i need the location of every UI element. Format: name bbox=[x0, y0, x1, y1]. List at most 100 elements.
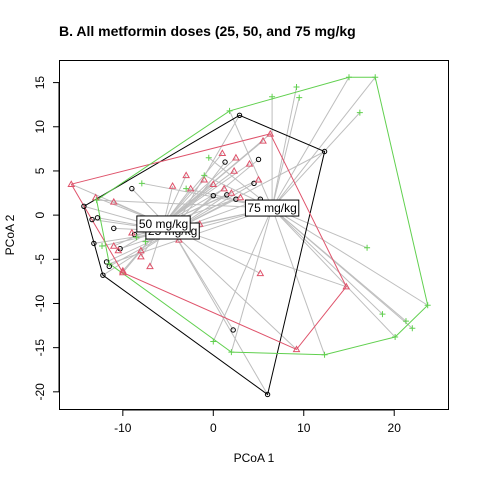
point-0-3 bbox=[91, 240, 97, 247]
spoke-2-20 bbox=[96, 199, 273, 209]
point-1-11 bbox=[168, 181, 177, 189]
point-2-4 bbox=[345, 74, 352, 81]
point-0-15 bbox=[210, 192, 216, 199]
point-0-1 bbox=[89, 216, 95, 223]
spoke-2-11 bbox=[271, 207, 383, 315]
spoke-2-2 bbox=[271, 86, 298, 209]
point-0-0 bbox=[81, 203, 87, 209]
x-axis-label: PCoA 1 bbox=[234, 451, 275, 465]
point-1-23 bbox=[236, 193, 245, 201]
point-0-8 bbox=[129, 185, 135, 192]
point-1-3 bbox=[109, 242, 118, 249]
point-2-3 bbox=[296, 94, 303, 101]
point-1-6 bbox=[128, 228, 136, 236]
point-1-27 bbox=[256, 269, 265, 277]
spoke-2-0 bbox=[229, 110, 273, 209]
spoke-2-6 bbox=[271, 112, 361, 209]
point-1-16 bbox=[200, 175, 209, 183]
y-tick-label-1: -15 bbox=[33, 339, 47, 357]
point-1-8 bbox=[146, 262, 154, 270]
point-2-10 bbox=[392, 334, 399, 341]
y-tick-label-7: 15 bbox=[33, 76, 47, 90]
point-0-21 bbox=[251, 180, 257, 187]
point-1-18 bbox=[218, 149, 227, 157]
centroid-label-2: 75 mg/kg bbox=[244, 199, 300, 217]
spoke-2-7 bbox=[271, 207, 428, 306]
x-tick-label-0: -10 bbox=[114, 421, 132, 435]
spoke-1-22 bbox=[163, 157, 237, 225]
point-2-12 bbox=[364, 244, 371, 251]
hull-0 bbox=[83, 114, 326, 396]
spoke-2-10 bbox=[271, 207, 396, 338]
point-1-14 bbox=[186, 184, 195, 192]
x-tick-label-1: 0 bbox=[210, 421, 217, 435]
point-2-19 bbox=[205, 154, 212, 161]
point-1-19 bbox=[220, 184, 229, 192]
point-1-20 bbox=[227, 189, 236, 196]
point-1-22 bbox=[232, 153, 240, 161]
point-0-26 bbox=[100, 272, 106, 278]
y-tick-label-4: 0 bbox=[33, 211, 47, 218]
point-1-0 bbox=[67, 180, 76, 187]
point-2-23 bbox=[142, 238, 149, 245]
point-1-32 bbox=[137, 246, 145, 254]
point-1-5 bbox=[118, 266, 127, 274]
point-1-25 bbox=[254, 175, 263, 183]
point-1-21 bbox=[230, 166, 238, 174]
spoke-2-15 bbox=[212, 207, 273, 342]
point-2-22 bbox=[133, 234, 140, 241]
centroid-label-text-1: 50 mg/kg bbox=[139, 217, 188, 231]
y-tick-label-3: -5 bbox=[33, 254, 47, 265]
spoke-1-29 bbox=[163, 223, 297, 350]
point-2-9 bbox=[402, 318, 409, 325]
point-2-1 bbox=[269, 93, 276, 100]
point-0-22 bbox=[255, 156, 262, 163]
point-0-2 bbox=[94, 215, 101, 221]
x-tick-label-2: 10 bbox=[297, 421, 311, 435]
hull-1 bbox=[70, 133, 347, 351]
point-2-7 bbox=[424, 302, 431, 309]
point-2-2 bbox=[293, 84, 300, 91]
spoke-2-9 bbox=[271, 207, 407, 322]
point-2-5 bbox=[372, 74, 379, 81]
chart-title: B. All metformin doses (25, 50, and 75 m… bbox=[59, 23, 356, 39]
point-0-19 bbox=[230, 327, 236, 333]
point-1-4 bbox=[114, 246, 123, 254]
point-2-0 bbox=[226, 107, 233, 114]
point-2-15 bbox=[210, 338, 217, 345]
point-1-2 bbox=[109, 197, 118, 205]
hull-2 bbox=[96, 76, 429, 356]
point-1-13 bbox=[182, 171, 191, 179]
point-2-8 bbox=[409, 325, 416, 332]
y-tick-label-2: -10 bbox=[33, 294, 47, 312]
point-0-24 bbox=[264, 391, 271, 398]
spoke-0-24 bbox=[172, 230, 269, 395]
spoke-2-3 bbox=[271, 97, 300, 209]
point-0-20 bbox=[236, 112, 243, 118]
point-2-14 bbox=[228, 349, 235, 356]
centroid-label-box-2 bbox=[244, 199, 300, 217]
spoke-1-21 bbox=[163, 170, 235, 225]
point-1-28 bbox=[266, 129, 275, 137]
point-0-25 bbox=[321, 148, 328, 155]
point-2-13 bbox=[321, 351, 328, 358]
point-2-24 bbox=[106, 260, 113, 267]
spoke-2-5 bbox=[271, 76, 376, 209]
point-1-29 bbox=[292, 345, 301, 353]
point-1-24 bbox=[245, 159, 254, 167]
point-2-17 bbox=[183, 185, 190, 192]
point-0-6 bbox=[111, 225, 117, 232]
point-1-31 bbox=[118, 268, 127, 276]
spoke-2-14 bbox=[230, 207, 273, 353]
y-axis-label: PCoA 2 bbox=[3, 214, 17, 255]
point-2-18 bbox=[201, 172, 208, 179]
point-1-17 bbox=[209, 180, 218, 187]
point-1-30 bbox=[342, 282, 351, 290]
hulls-layer bbox=[70, 76, 429, 396]
centroid-label-text-2: 75 mg/kg bbox=[247, 201, 296, 215]
point-2-11 bbox=[379, 311, 386, 318]
point-1-26 bbox=[259, 136, 267, 144]
plot-frame bbox=[59, 60, 449, 410]
spoke-0-25 bbox=[172, 151, 325, 232]
